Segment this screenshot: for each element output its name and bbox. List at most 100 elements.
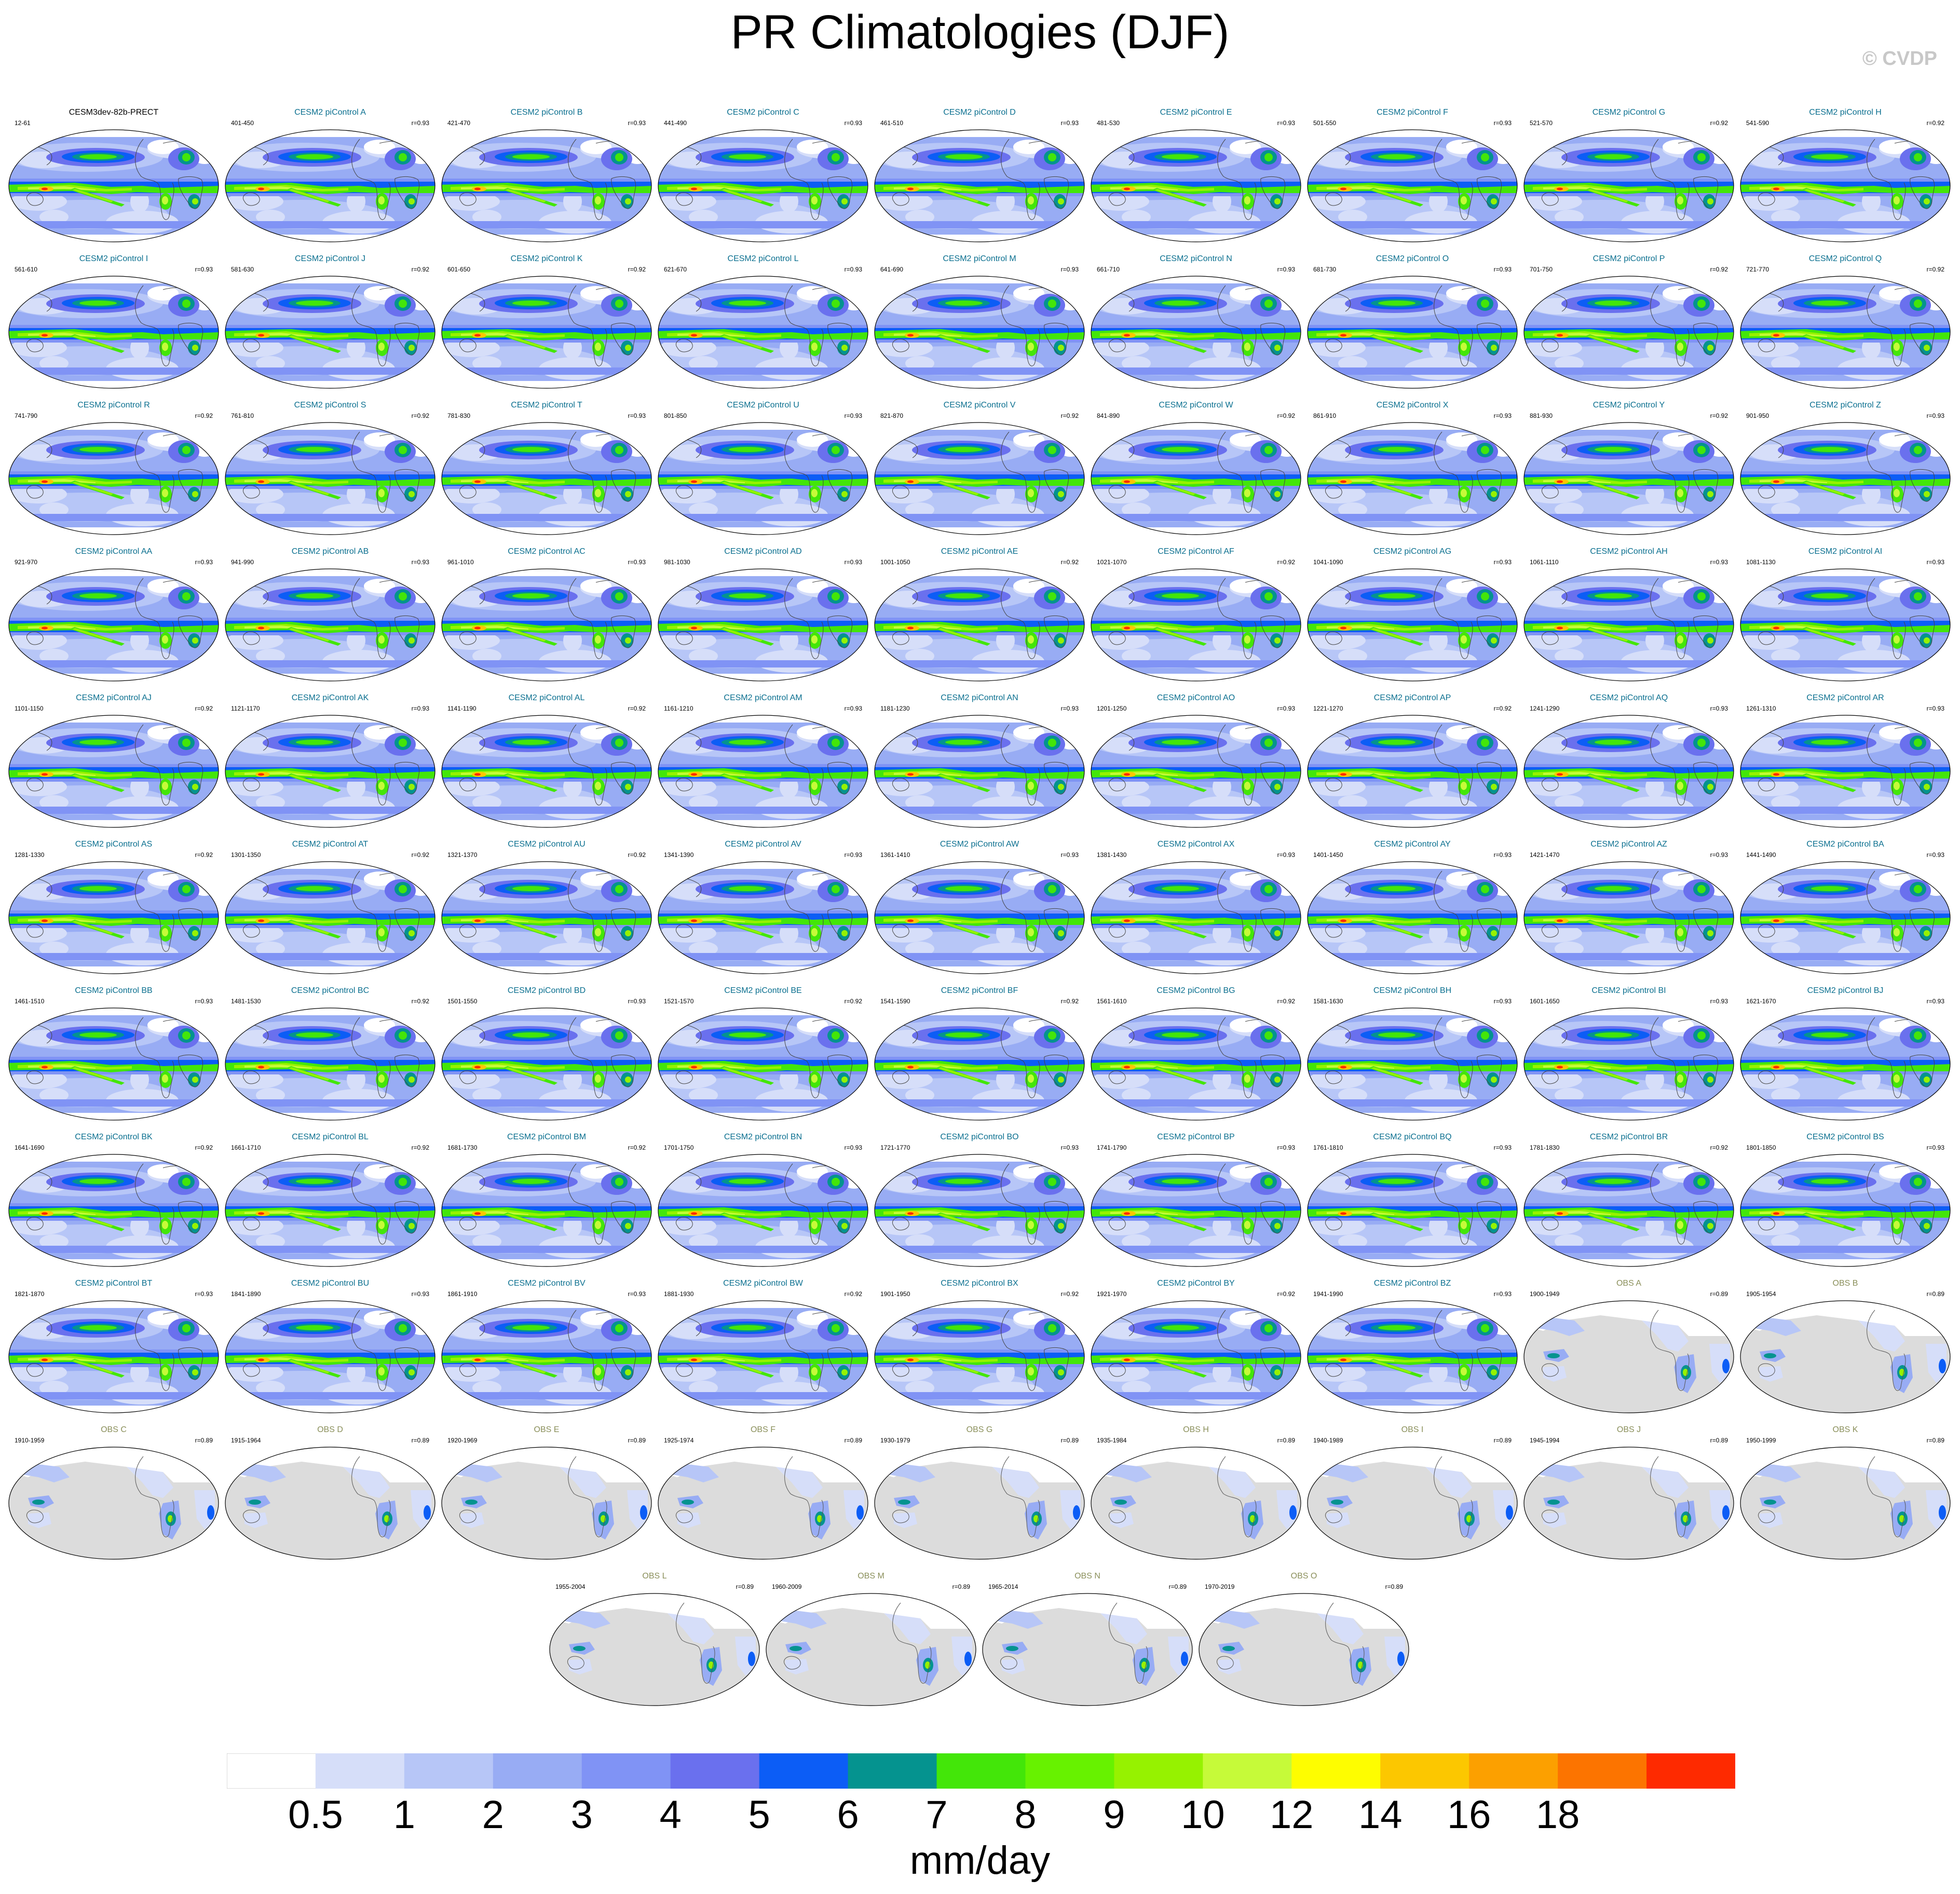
panel-years: 1901-1950 [880, 1290, 910, 1298]
panel-years: 1201-1250 [1097, 705, 1127, 712]
precip-map [1740, 715, 1951, 828]
panel-correlation: r=0.93 [1493, 1144, 1512, 1151]
colorbar-tick-label: 4 [659, 1793, 682, 1837]
precip-map [8, 276, 219, 389]
map-panel: CESM2 piControl AO 1201-1250 r=0.93 [1090, 693, 1302, 834]
panel-correlation: r=0.89 [1926, 1290, 1944, 1298]
panel-correlation: r=0.93 [1277, 266, 1295, 273]
panel-title: CESM2 piControl X [1376, 401, 1449, 410]
map-panel: CESM2 piControl AB 941-990 r=0.93 [224, 547, 437, 687]
precip-map [441, 568, 652, 682]
map-panel: CESM2 piControl A 401-450 r=0.93 [224, 108, 437, 248]
panel-title: OBS F [750, 1425, 775, 1434]
colorbar-swatch [1380, 1753, 1469, 1789]
panel-title: OBS H [1183, 1425, 1209, 1434]
panel-years: 1281-1330 [15, 851, 45, 859]
precip-map [1091, 861, 1301, 974]
panel-correlation: r=0.89 [1385, 1583, 1403, 1590]
panel-title: OBS K [1832, 1425, 1858, 1434]
precip-map [8, 129, 219, 242]
colorbar-swatch [1203, 1753, 1292, 1789]
map-panel: CESM2 piControl AI 1081-1130 r=0.93 [1739, 547, 1952, 687]
panel-years: 1965-2014 [988, 1583, 1018, 1590]
panel-title: CESM2 piControl C [727, 108, 799, 117]
panel-years: 1960-2009 [772, 1583, 802, 1590]
panel-years: 1101-1150 [15, 705, 44, 712]
panel-correlation: r=0.93 [628, 558, 646, 566]
panel-title: CESM2 piControl D [943, 108, 1016, 117]
panel-correlation: r=0.92 [411, 266, 429, 273]
precip-map [225, 861, 435, 974]
panel-years: 1741-1790 [1097, 1144, 1127, 1151]
panel-title: CESM2 piControl J [294, 254, 366, 263]
panel-title: CESM2 piControl Q [1808, 254, 1882, 263]
panel-correlation: r=0.92 [1060, 558, 1079, 566]
panel-title: CESM2 piControl BY [1157, 1279, 1235, 1288]
panel-title: CESM2 piControl AI [1808, 547, 1883, 556]
precip-map [8, 1447, 219, 1560]
map-panel: CESM2 piControl AD 981-1030 r=0.93 [657, 547, 869, 687]
panel-title: CESM2 piControl BN [724, 1133, 802, 1141]
panel-years: 1541-1590 [880, 998, 910, 1005]
panel-years: 541-590 [1746, 119, 1770, 127]
panel-years: 1321-1370 [447, 851, 478, 859]
map-panel: CESM2 piControl AV 1341-1390 r=0.93 [657, 840, 869, 980]
panel-years: 1955-2004 [555, 1583, 586, 1590]
precip-map [1199, 1593, 1409, 1706]
panel-years: 1900-1949 [1530, 1290, 1560, 1298]
panel-title: CESM2 piControl BZ [1373, 1279, 1451, 1288]
panel-years: 561-610 [15, 266, 38, 273]
panel-correlation: r=0.89 [736, 1583, 754, 1590]
precip-map [1091, 568, 1301, 682]
panel-correlation: r=0.89 [1926, 1437, 1944, 1444]
colorbar-tick-label: 10 [1181, 1793, 1225, 1837]
panel-years: 1041-1090 [1313, 558, 1343, 566]
panel-years: 1970-2019 [1205, 1583, 1235, 1590]
panel-years: 1950-1999 [1746, 1437, 1776, 1444]
panel-correlation: r=0.93 [411, 1290, 429, 1298]
panel-title: CESM2 piControl BS [1806, 1133, 1884, 1141]
panel-title: CESM2 piControl B [510, 108, 583, 117]
panel-title: OBS A [1616, 1279, 1642, 1288]
panel-correlation: r=0.93 [1493, 412, 1512, 419]
precip-map [225, 568, 435, 682]
panel-correlation: r=0.93 [1493, 851, 1512, 859]
precip-map [658, 422, 868, 535]
panel-correlation: r=0.93 [844, 266, 862, 273]
panel-title: CESM2 piControl BR [1589, 1133, 1668, 1141]
panel-correlation: r=0.92 [195, 1144, 213, 1151]
panel-title: CESM2 piControl BH [1373, 986, 1452, 995]
precip-map [658, 276, 868, 389]
panel-title: CESM2 piControl BK [75, 1133, 153, 1141]
precip-map [549, 1593, 760, 1706]
map-panel: CESM2 piControl BQ 1761-1810 r=0.93 [1306, 1133, 1519, 1273]
precip-map [225, 715, 435, 828]
map-panel: CESM2 piControl AE 1001-1050 r=0.92 [873, 547, 1086, 687]
map-panel: CESM2 piControl AQ 1241-1290 r=0.93 [1522, 693, 1735, 834]
precip-map [658, 861, 868, 974]
colorbar-labels: 0.5 1 2 3 4 5 6 7 8 9 10 12 14 16 18 [0, 1793, 1960, 1840]
panel-title: CESM2 piControl AP [1373, 693, 1451, 702]
panel-years: 941-990 [231, 558, 254, 566]
panel-title: CESM2 piControl BO [940, 1133, 1019, 1141]
precip-map [874, 1300, 1085, 1413]
panel-years: 1361-1410 [880, 851, 910, 859]
map-panel: CESM2 piControl U 801-850 r=0.93 [657, 401, 869, 541]
precip-map [1740, 861, 1951, 974]
panel-correlation: r=0.92 [1926, 119, 1944, 127]
panel-correlation: r=0.93 [1926, 998, 1944, 1005]
panel-title: CESM2 piControl AF [1158, 547, 1234, 556]
precip-map [658, 568, 868, 682]
precip-map [658, 1447, 868, 1560]
panel-years: 1910-1959 [15, 1437, 45, 1444]
panel-years: 421-470 [447, 119, 471, 127]
map-panel: CESM2 piControl BO 1721-1770 r=0.93 [873, 1133, 1086, 1273]
precip-map [225, 1300, 435, 1413]
panel-years: 761-810 [231, 412, 254, 419]
precip-map [1307, 568, 1518, 682]
map-panel: CESM2 piControl N 661-710 r=0.93 [1090, 254, 1302, 394]
panel-correlation: r=0.93 [844, 705, 862, 712]
panel-title: CESM2 piControl G [1592, 108, 1666, 117]
precip-map [8, 568, 219, 682]
panel-years: 1561-1610 [1097, 998, 1127, 1005]
